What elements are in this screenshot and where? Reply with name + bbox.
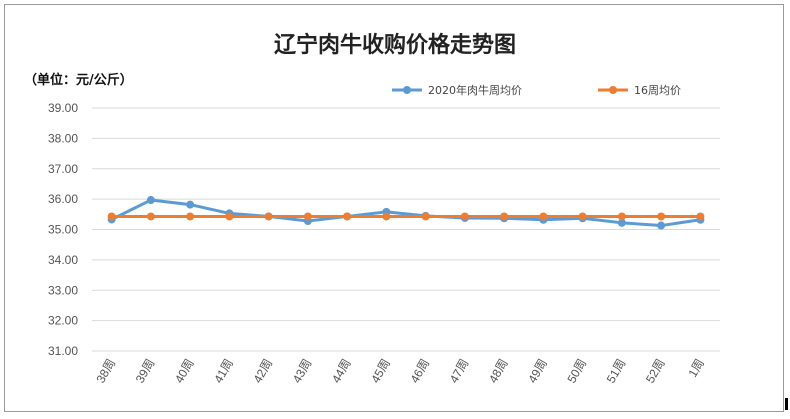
data-point: [303, 212, 312, 221]
legend-label: 16周均价: [634, 84, 681, 97]
x-tick-label: 47周: [447, 357, 472, 386]
chart-title: 辽宁肉牛收购价格走势图: [274, 32, 516, 58]
y-tick-label: 34.00: [48, 253, 78, 267]
x-tick-label: 50周: [564, 357, 589, 386]
data-point: [460, 212, 469, 221]
data-point: [225, 212, 234, 221]
data-point: [657, 221, 666, 230]
x-tick-label: 52周: [643, 357, 668, 386]
series-line-0: [110, 198, 701, 228]
y-tick-label: 33.00: [48, 283, 78, 297]
legend: 2020年肉牛周均价 16周均价: [392, 83, 681, 97]
x-tick-label: 46周: [407, 357, 432, 386]
y-axis: 31.00 32.00 33.00 34.00 35.00 36.00 37.00 38.00…: [48, 101, 78, 358]
y-tick-label: 35.00: [48, 223, 78, 237]
y-tick-label: 38.00: [48, 131, 78, 145]
edge-mark: [785, 398, 788, 410]
data-point: [146, 196, 155, 205]
gridlines: [92, 107, 720, 352]
data-point: [107, 212, 116, 221]
data-point: [539, 212, 548, 221]
unit-label: （单位：元/公斤）: [24, 72, 133, 88]
data-point: [186, 200, 195, 209]
x-tick-label: 39周: [133, 357, 158, 386]
x-tick-label: 49周: [525, 357, 550, 386]
data-point: [657, 212, 666, 221]
data-point: [186, 212, 195, 221]
y-tick-label: 36.00: [48, 192, 78, 206]
y-tick-label: 31.00: [48, 344, 78, 358]
legend-swatch-marker: [403, 86, 411, 94]
x-tick-label: 1周: [686, 357, 707, 380]
x-tick-label: 38周: [93, 357, 118, 386]
y-tick-label: 32.00: [48, 314, 78, 328]
x-tick-label: 44周: [329, 357, 354, 386]
x-tick-label: 48周: [486, 357, 511, 386]
data-point: [696, 212, 705, 221]
data-point: [343, 212, 352, 221]
y-tick-label: 37.00: [48, 162, 78, 176]
data-point: [264, 212, 273, 221]
x-tick-label: 41周: [211, 357, 236, 386]
x-tick-label: 43周: [290, 357, 315, 386]
data-point: [500, 212, 509, 221]
data-point: [578, 212, 587, 221]
x-tick-label: 40周: [172, 357, 197, 386]
data-point: [146, 212, 155, 221]
legend-label: 2020年肉牛周均价: [428, 83, 522, 97]
y-tick-label: 39.00: [48, 101, 78, 115]
legend-swatch-marker: [609, 86, 617, 94]
x-tick-label: 51周: [604, 357, 629, 386]
x-tick-label: 42周: [250, 357, 275, 386]
data-point: [421, 212, 430, 221]
data-point: [617, 218, 626, 227]
x-axis: 38周 39周 40周 41周 42周 43周 44周 45周 46周 47周 48周 49周 50周 5…: [93, 357, 707, 386]
x-tick-label: 45周: [368, 357, 393, 386]
data-point: [382, 212, 391, 221]
series-group: [107, 196, 705, 230]
data-point: [617, 212, 626, 221]
